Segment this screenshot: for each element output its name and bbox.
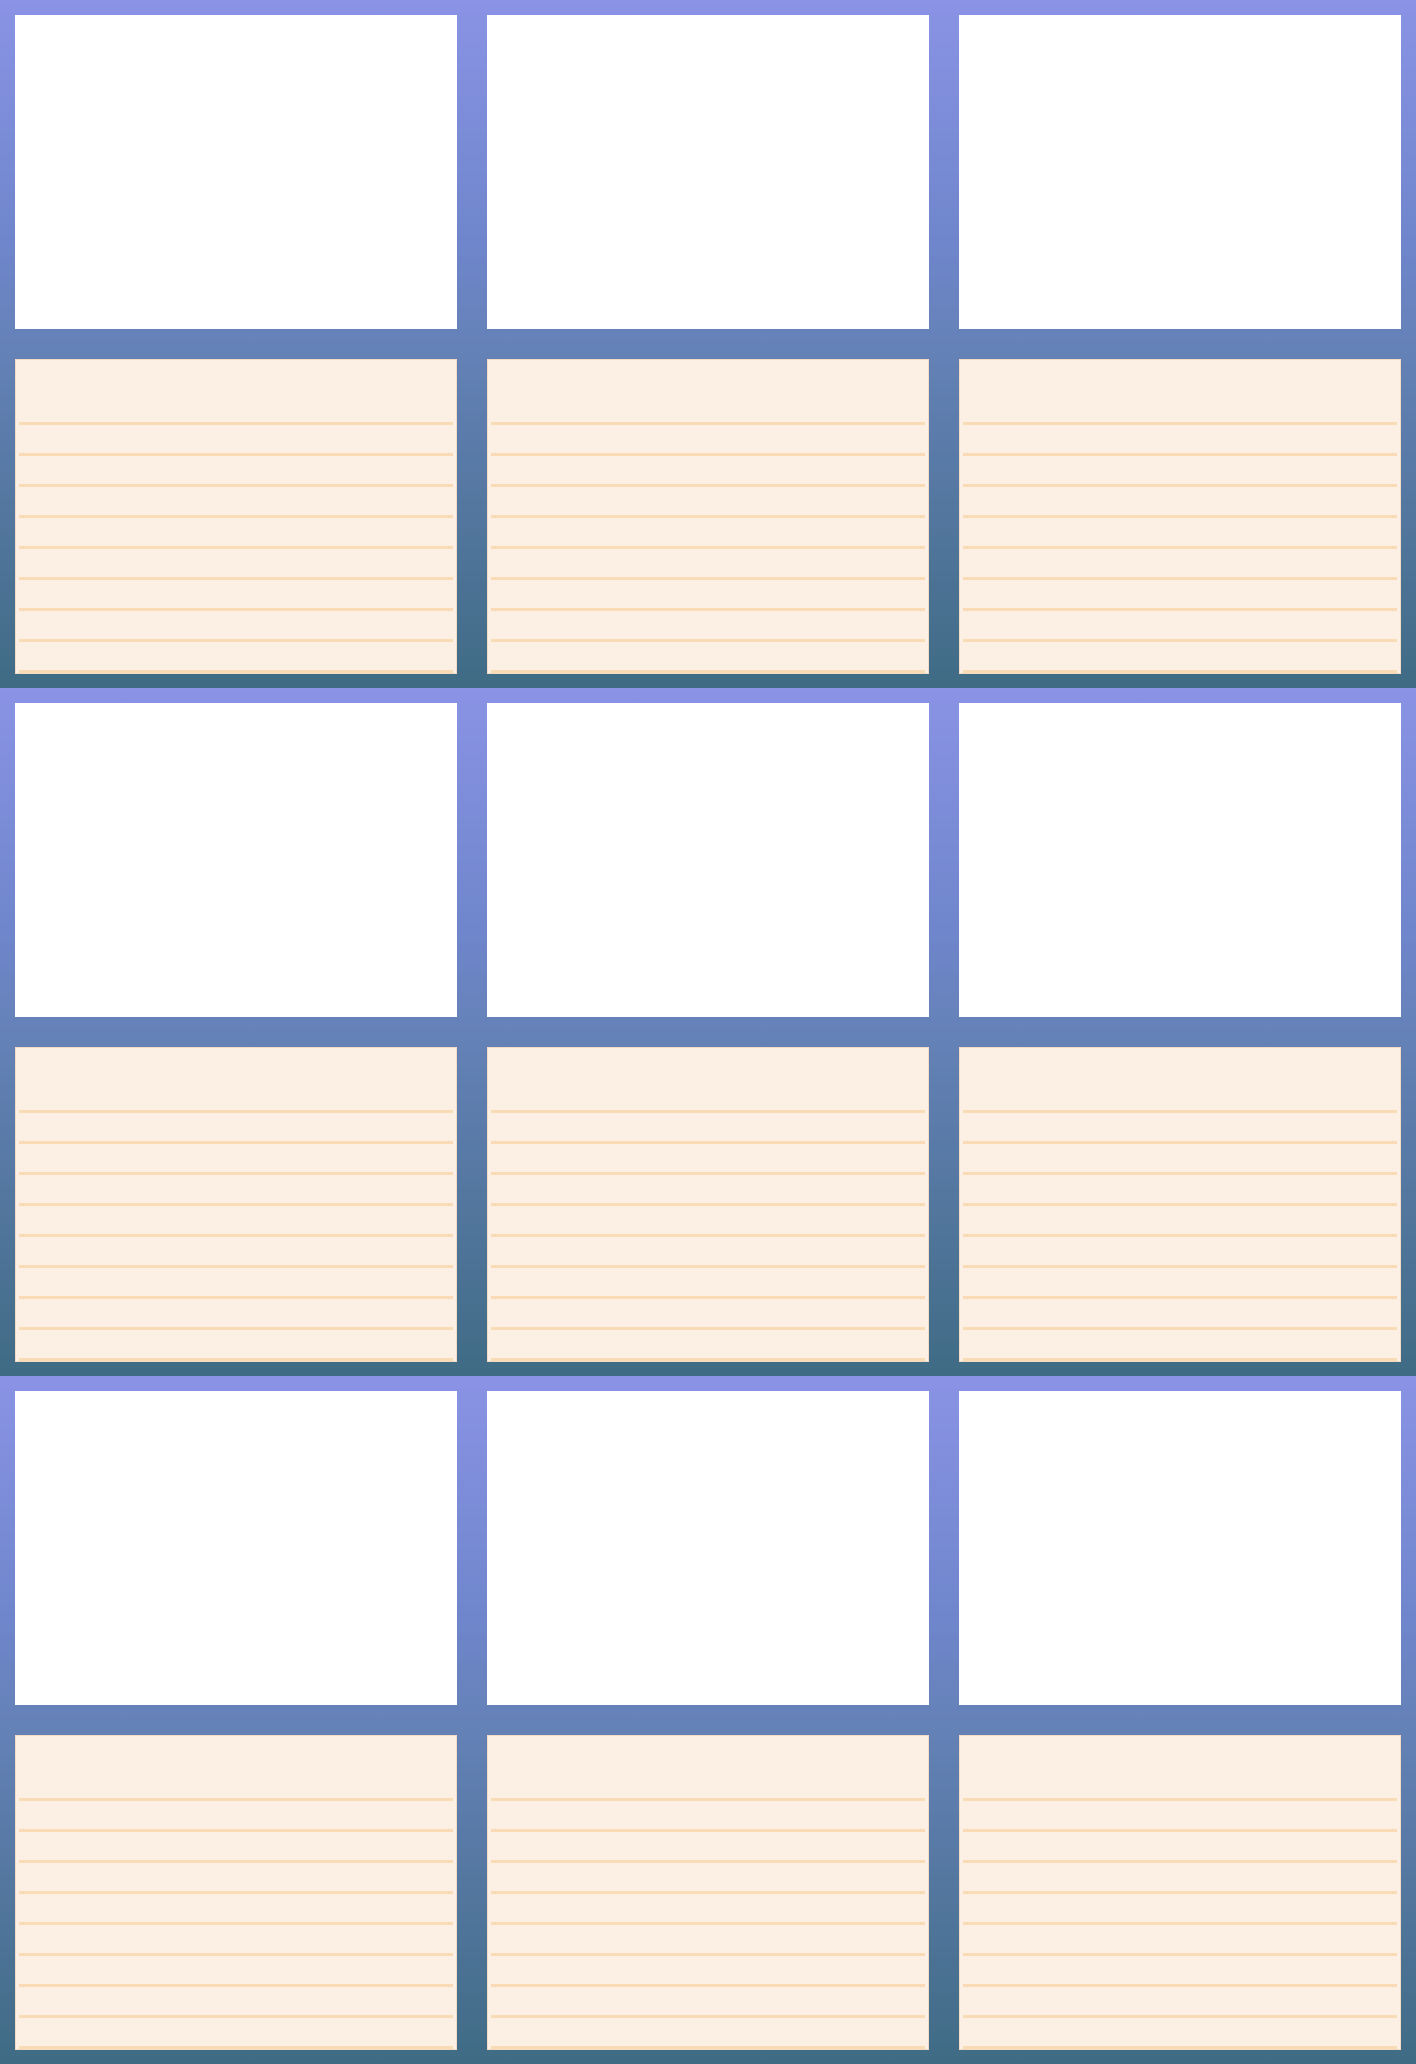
writing-line [963, 1172, 1397, 1175]
writing-line [19, 1984, 453, 1987]
writing-line [963, 1203, 1397, 1206]
blank-photo-box [959, 703, 1401, 1017]
writing-line [19, 1296, 453, 1299]
writing-line [491, 608, 925, 611]
writing-line [963, 1265, 1397, 1268]
writing-line [491, 1110, 925, 1113]
writing-line [963, 670, 1397, 673]
writing-line [963, 515, 1397, 518]
writing-line [963, 1327, 1397, 1330]
writing-line [963, 1234, 1397, 1237]
writing-line [963, 2046, 1397, 2049]
writing-line [491, 1203, 925, 1206]
writing-line [963, 1953, 1397, 1956]
lined-writing-card [487, 1735, 929, 2050]
writing-line [963, 2015, 1397, 2018]
writing-line [491, 546, 925, 549]
writing-line [963, 1358, 1397, 1361]
writing-line [19, 577, 453, 580]
writing-line [19, 1265, 453, 1268]
writing-line [963, 639, 1397, 642]
writing-line [19, 1922, 453, 1925]
writing-line [963, 1110, 1397, 1113]
lined-writing-card [959, 359, 1401, 674]
writing-line [19, 2015, 453, 2018]
writing-line [19, 1358, 453, 1361]
writing-line [19, 1860, 453, 1863]
writing-line [19, 515, 453, 518]
writing-line [963, 1829, 1397, 1832]
writing-line [491, 577, 925, 580]
writing-line [19, 1327, 453, 1330]
writing-line [963, 1922, 1397, 1925]
writing-line [19, 546, 453, 549]
lined-writing-card [959, 1047, 1401, 1362]
writing-line [963, 1296, 1397, 1299]
writing-line [19, 1891, 453, 1894]
blank-photo-box [487, 1391, 929, 1705]
writing-line [963, 577, 1397, 580]
writing-line [963, 608, 1397, 611]
writing-line [491, 1953, 925, 1956]
writing-line [19, 453, 453, 456]
lined-writing-card [15, 1735, 457, 2050]
writing-line [491, 639, 925, 642]
writing-line [19, 639, 453, 642]
writing-line [491, 1172, 925, 1175]
writing-line [963, 484, 1397, 487]
writing-line [963, 1860, 1397, 1863]
blank-photo-box [959, 15, 1401, 329]
writing-line [491, 1296, 925, 1299]
writing-line [491, 1141, 925, 1144]
writing-line [963, 1798, 1397, 1801]
writing-line [491, 1829, 925, 1832]
lined-writing-card [15, 359, 457, 674]
writing-line [19, 422, 453, 425]
writing-line [19, 2046, 453, 2049]
lined-writing-card [15, 1047, 457, 1362]
writing-line [19, 1110, 453, 1113]
writing-line [491, 1860, 925, 1863]
writing-line [491, 2046, 925, 2049]
writing-line [963, 1891, 1397, 1894]
writing-line [491, 670, 925, 673]
writing-line [491, 1265, 925, 1268]
writing-line [19, 1141, 453, 1144]
writing-line [19, 1203, 453, 1206]
writing-line [491, 422, 925, 425]
writing-line [491, 484, 925, 487]
writing-line [963, 1141, 1397, 1144]
writing-line [19, 1953, 453, 1956]
writing-line [19, 1798, 453, 1801]
writing-line [19, 1829, 453, 1832]
writing-line [19, 608, 453, 611]
lined-writing-card [487, 359, 929, 674]
writing-line [491, 453, 925, 456]
writing-line [963, 546, 1397, 549]
writing-line [491, 1984, 925, 1987]
writing-line [963, 453, 1397, 456]
blank-photo-box [487, 15, 929, 329]
lined-writing-card [487, 1047, 929, 1362]
writing-line [491, 1922, 925, 1925]
writing-line [19, 1172, 453, 1175]
writing-line [491, 1327, 925, 1330]
writing-line [491, 1234, 925, 1237]
writing-line [491, 1798, 925, 1801]
writing-line [19, 1234, 453, 1237]
writing-line [19, 484, 453, 487]
blank-photo-box [487, 703, 929, 1017]
writing-line [491, 515, 925, 518]
writing-line [19, 670, 453, 673]
blank-photo-box [15, 703, 457, 1017]
blank-photo-box [15, 15, 457, 329]
writing-line [963, 422, 1397, 425]
lined-writing-card [959, 1735, 1401, 2050]
writing-line [491, 1891, 925, 1894]
writing-line [491, 2015, 925, 2018]
writing-line [963, 1984, 1397, 1987]
blank-photo-box [15, 1391, 457, 1705]
blank-photo-box [959, 1391, 1401, 1705]
writing-line [491, 1358, 925, 1361]
